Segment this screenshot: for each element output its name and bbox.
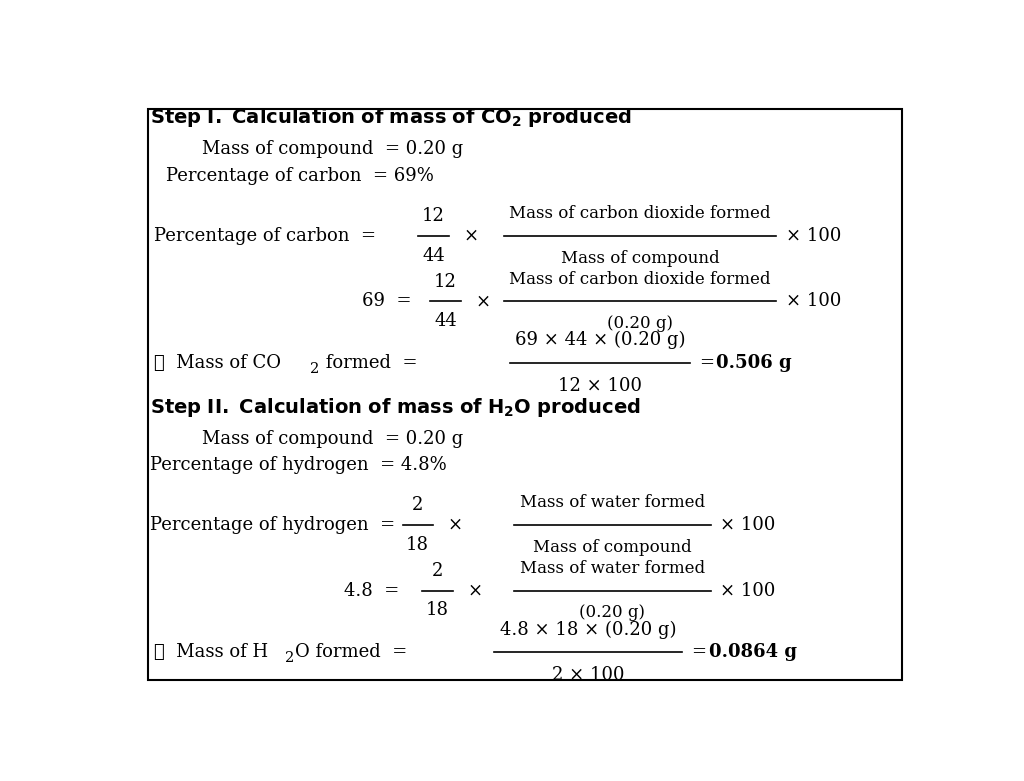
Text: Mass of compound  = 0.20 g: Mass of compound = 0.20 g xyxy=(202,430,463,448)
Text: 2: 2 xyxy=(432,562,443,580)
Text: Mass of compound  = 0.20 g: Mass of compound = 0.20 g xyxy=(202,141,463,159)
Text: formed  =: formed = xyxy=(321,354,418,372)
Text: 0.0864 g: 0.0864 g xyxy=(709,644,797,662)
Text: 44: 44 xyxy=(434,312,457,330)
Text: =: = xyxy=(692,644,713,662)
Text: × 100: × 100 xyxy=(785,292,841,310)
Text: Mass of carbon dioxide formed: Mass of carbon dioxide formed xyxy=(509,205,771,222)
Text: 4.8  =: 4.8 = xyxy=(344,582,399,600)
Text: 12: 12 xyxy=(434,273,457,291)
Text: (0.20 g): (0.20 g) xyxy=(580,604,645,622)
Text: × 100: × 100 xyxy=(720,582,775,600)
Text: 4.8 × 18 × (0.20 g): 4.8 × 18 × (0.20 g) xyxy=(500,620,677,639)
Text: Mass of compound: Mass of compound xyxy=(560,250,719,266)
Text: × 100: × 100 xyxy=(720,516,775,534)
Text: Mass of water formed: Mass of water formed xyxy=(519,560,705,577)
Text: Mass of carbon dioxide formed: Mass of carbon dioxide formed xyxy=(509,270,771,287)
Text: Percentage of carbon  = 69%: Percentage of carbon = 69% xyxy=(166,166,434,185)
Text: 2 × 100: 2 × 100 xyxy=(552,666,625,684)
Text: 18: 18 xyxy=(407,536,429,554)
Text: 0.506 g: 0.506 g xyxy=(717,354,792,372)
Text: 69  =: 69 = xyxy=(362,292,412,310)
FancyBboxPatch shape xyxy=(147,109,902,680)
Text: 2: 2 xyxy=(309,362,319,376)
Text: Mass of compound: Mass of compound xyxy=(532,539,691,556)
Text: 2: 2 xyxy=(285,651,294,665)
Text: =: = xyxy=(699,354,721,372)
Text: 2: 2 xyxy=(412,496,423,514)
Text: 12: 12 xyxy=(422,207,445,225)
Text: ×: × xyxy=(475,292,490,310)
Text: $\mathbf{Step\ I.\ Calculation\ of\ mass\ of\ CO_2\ produced}$: $\mathbf{Step\ I.\ Calculation\ of\ mass… xyxy=(151,106,632,130)
Text: Mass of water formed: Mass of water formed xyxy=(519,494,705,511)
Text: Percentage of hydrogen  =: Percentage of hydrogen = xyxy=(151,516,395,534)
Text: ∴  Mass of CO: ∴ Mass of CO xyxy=(155,354,282,372)
Text: O formed  =: O formed = xyxy=(296,644,408,662)
Text: × 100: × 100 xyxy=(785,226,841,244)
Text: ×: × xyxy=(468,582,482,600)
Text: ×: × xyxy=(447,516,463,534)
Text: 69 × 44 × (0.20 g): 69 × 44 × (0.20 g) xyxy=(515,331,685,349)
Text: 18: 18 xyxy=(426,601,449,619)
Text: 12 × 100: 12 × 100 xyxy=(558,377,642,395)
Text: ∴  Mass of H: ∴ Mass of H xyxy=(155,644,268,662)
Text: (0.20 g): (0.20 g) xyxy=(607,316,673,332)
Text: $\mathbf{Step\ II.\ Calculation\ of\ mass\ of\ H_2O\ produced}$: $\mathbf{Step\ II.\ Calculation\ of\ mas… xyxy=(151,395,641,419)
Text: Percentage of hydrogen  = 4.8%: Percentage of hydrogen = 4.8% xyxy=(151,456,446,474)
Text: 44: 44 xyxy=(422,247,444,265)
Text: Percentage of carbon  =: Percentage of carbon = xyxy=(155,226,376,244)
Text: ×: × xyxy=(464,226,479,244)
